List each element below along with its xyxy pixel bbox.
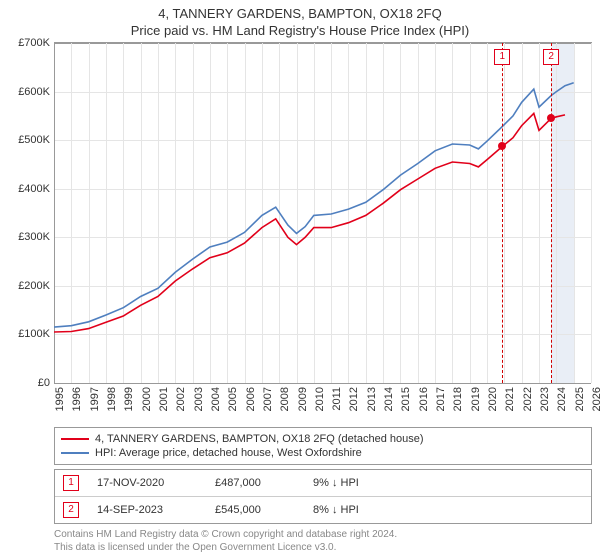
x-axis-label: 2015 [400, 387, 412, 411]
event-marker: 1 [494, 49, 510, 65]
legend-label: HPI: Average price, detached house, West… [95, 447, 362, 459]
event-marker: 2 [63, 502, 79, 518]
x-axis-label: 2013 [366, 387, 378, 411]
event-date: 14-SEP-2023 [97, 504, 197, 516]
x-axis-label: 2007 [262, 387, 274, 411]
y-axis-label: £500K [18, 134, 50, 146]
legend-label: 4, TANNERY GARDENS, BAMPTON, OX18 2FQ (d… [95, 433, 424, 445]
event-delta: 8% ↓ HPI [313, 504, 433, 516]
x-axis-label: 2005 [227, 387, 239, 411]
x-axis-label: 1998 [106, 387, 118, 411]
legend-swatch [61, 438, 89, 440]
event-marker: 1 [63, 475, 79, 491]
chart-lines [54, 43, 591, 383]
event-vline [551, 43, 552, 383]
legend-row: HPI: Average price, detached house, West… [61, 446, 585, 460]
x-axis-label: 1996 [71, 387, 83, 411]
x-axis-label: 2002 [175, 387, 187, 411]
x-axis-label: 2019 [470, 387, 482, 411]
x-axis-label: 2017 [435, 387, 447, 411]
event-marker: 2 [543, 49, 559, 65]
series-hpi [54, 83, 574, 327]
x-axis-label: 1999 [123, 387, 135, 411]
x-axis-label: 2016 [418, 387, 430, 411]
x-axis-label: 2001 [158, 387, 170, 411]
x-axis-label: 2010 [314, 387, 326, 411]
x-axis-label: 2012 [348, 387, 360, 411]
event-date: 17-NOV-2020 [97, 477, 197, 489]
x-axis-labels: 1995 1996 1997 1998 1999 2000 2001 2002 2003 2004… [54, 383, 592, 423]
legend-swatch [61, 452, 89, 454]
x-axis-label: 2009 [297, 387, 309, 411]
footer-line-2: This data is licensed under the Open Gov… [54, 541, 592, 554]
x-axis-label: 2024 [556, 387, 568, 411]
event-price: £487,000 [215, 477, 295, 489]
x-axis-label: 2025 [574, 387, 586, 411]
y-axis-label: £0 [38, 377, 50, 389]
events-table: 1 17-NOV-2020 £487,000 9% ↓ HPI 2 14-SEP-2023… [54, 469, 592, 524]
x-axis-label: 2004 [210, 387, 222, 411]
series-price_paid [54, 113, 565, 332]
x-axis-label: 2026 [591, 387, 600, 411]
event-dot [547, 114, 555, 122]
y-axis-label: £300K [18, 231, 50, 243]
y-axis-label: £600K [18, 86, 50, 98]
attribution-footer: Contains HM Land Registry data © Crown c… [54, 528, 592, 554]
x-axis-label: 2014 [383, 387, 395, 411]
event-row: 2 14-SEP-2023 £545,000 8% ↓ HPI [55, 496, 591, 523]
y-axis-label: £100K [18, 328, 50, 340]
x-axis-label: 2022 [522, 387, 534, 411]
y-axis-label: £200K [18, 280, 50, 292]
y-axis-label: £400K [18, 183, 50, 195]
x-axis-label: 1997 [89, 387, 101, 411]
x-axis-label: 2020 [487, 387, 499, 411]
legend: 4, TANNERY GARDENS, BAMPTON, OX18 2FQ (d… [54, 427, 592, 465]
chart-plot-area: 12 £0£100K£200K£300K£400K£500K£600K£700K [54, 42, 592, 383]
x-axis-label: 2023 [539, 387, 551, 411]
y-axis-label: £700K [18, 37, 50, 49]
event-vline [502, 43, 503, 383]
event-price: £545,000 [215, 504, 295, 516]
event-dot [498, 142, 506, 150]
gridline-v [591, 43, 592, 383]
x-axis-label: 2011 [331, 387, 343, 411]
event-row: 1 17-NOV-2020 £487,000 9% ↓ HPI [55, 470, 591, 496]
x-axis-label: 2000 [141, 387, 153, 411]
x-axis-label: 2018 [452, 387, 464, 411]
footer-line-1: Contains HM Land Registry data © Crown c… [54, 528, 592, 541]
chart-subtitle: Price paid vs. HM Land Registry's House … [0, 21, 600, 42]
x-axis-label: 2003 [193, 387, 205, 411]
x-axis-label: 2021 [504, 387, 516, 411]
legend-row: 4, TANNERY GARDENS, BAMPTON, OX18 2FQ (d… [61, 432, 585, 446]
event-delta: 9% ↓ HPI [313, 477, 433, 489]
x-axis-label: 2006 [245, 387, 257, 411]
chart-title: 4, TANNERY GARDENS, BAMPTON, OX18 2FQ [0, 0, 600, 21]
x-axis-label: 1995 [54, 387, 66, 411]
x-axis-label: 2008 [279, 387, 291, 411]
